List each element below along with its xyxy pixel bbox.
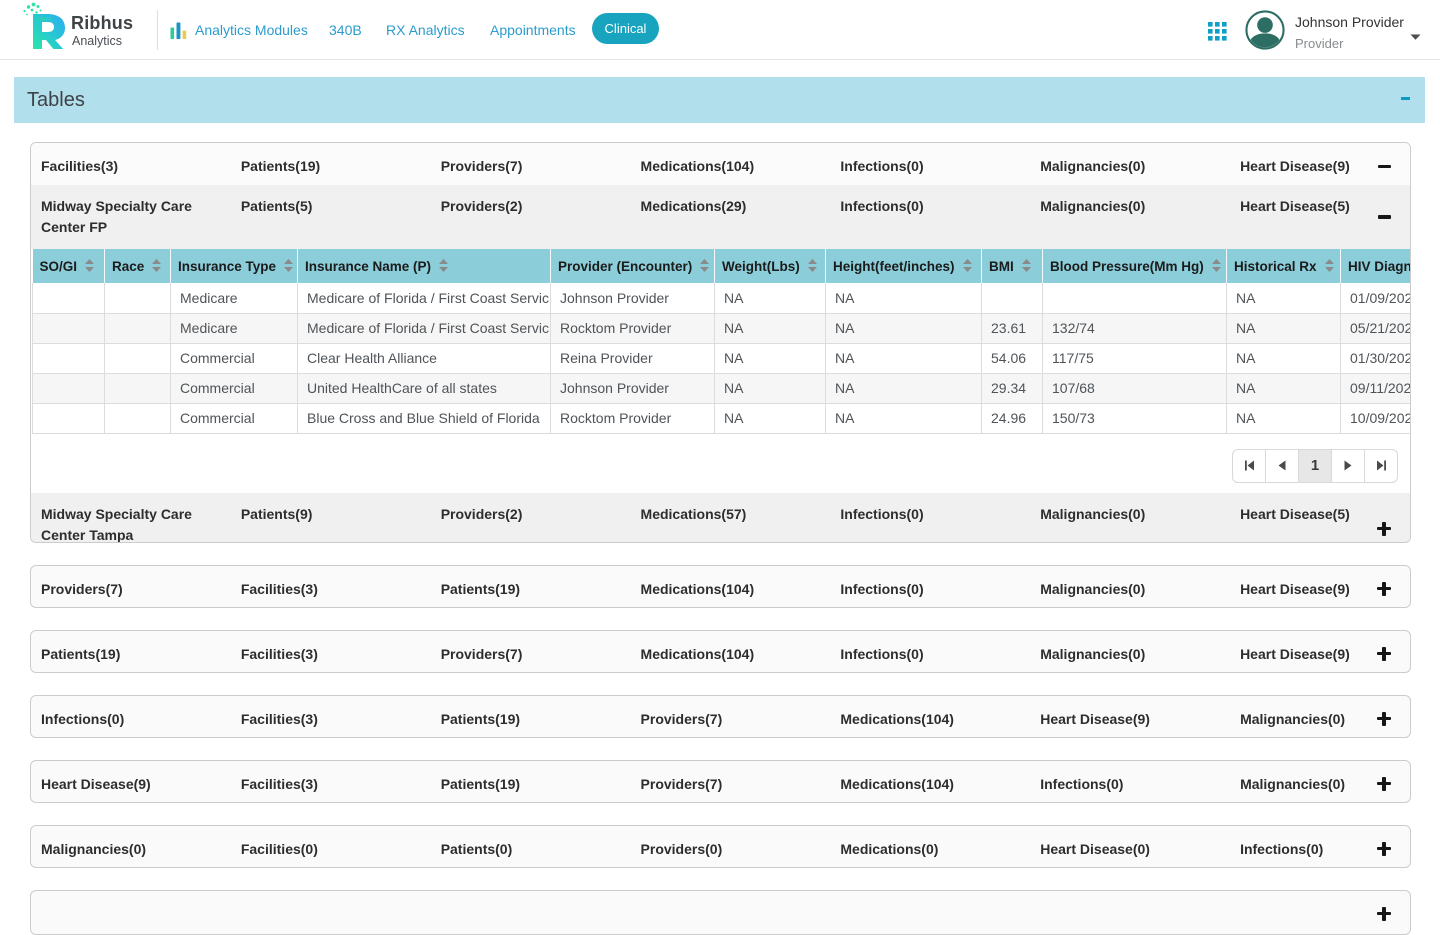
svg-text:BHUS: BHUS (35, 17, 52, 23)
